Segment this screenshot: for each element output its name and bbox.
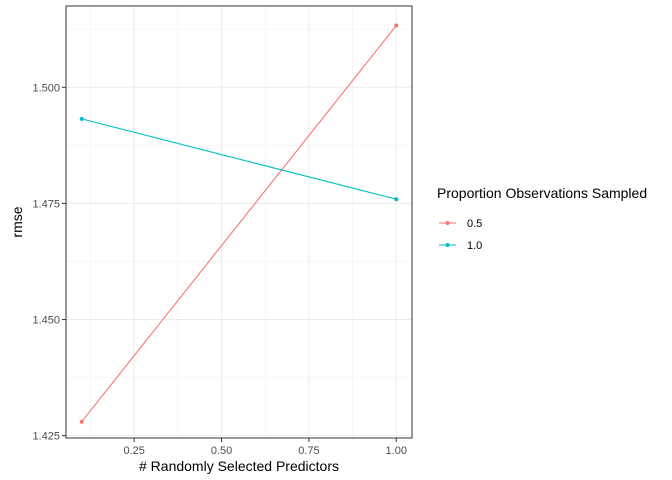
y-tick-label: 1.425 xyxy=(32,431,60,443)
x-tick-label: 0.50 xyxy=(211,445,232,457)
x-tick-label: 1.00 xyxy=(386,445,407,457)
minor-gridlines xyxy=(66,6,412,438)
y-tick-label: 1.450 xyxy=(32,315,60,327)
x-axis-title: # Randomly Selected Predictors xyxy=(139,458,339,474)
x-axis-ticks: 0.25 0.50 0.75 1.00 xyxy=(123,438,407,457)
data-point-0.5 xyxy=(79,419,84,424)
legend-key-point xyxy=(445,243,450,247)
y-axis-ticks: 1.425 1.450 1.475 1.500 xyxy=(32,82,66,443)
panel-border xyxy=(65,5,413,439)
x-tick-label: 0.25 xyxy=(123,445,144,457)
x-tick-label: 0.75 xyxy=(298,445,319,457)
y-axis-title: rmse xyxy=(9,206,25,237)
data-point-1.0 xyxy=(394,197,399,202)
data-point-1.0 xyxy=(79,116,84,121)
legend: 0.5 1.0 xyxy=(439,218,482,252)
major-gridlines xyxy=(66,6,412,438)
legend-label: 0.5 xyxy=(467,218,482,230)
legend-key-point xyxy=(445,221,450,225)
series-layer xyxy=(79,23,399,424)
series-line-1.0 xyxy=(81,118,397,200)
legend-label: 1.0 xyxy=(467,240,482,252)
series-line-0.5 xyxy=(81,25,397,423)
y-tick-label: 1.500 xyxy=(32,82,60,94)
y-tick-label: 1.475 xyxy=(32,198,60,210)
legend-title: Proportion Observations Sampled xyxy=(437,185,647,201)
data-point-0.5 xyxy=(394,23,399,28)
